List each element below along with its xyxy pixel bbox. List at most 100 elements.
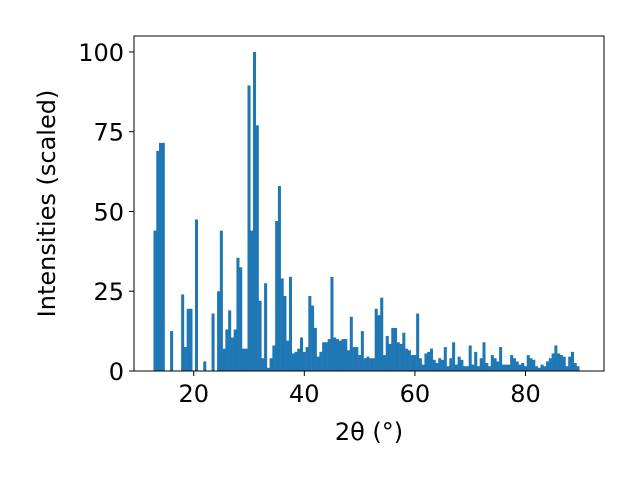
bar	[170, 331, 174, 371]
bar	[510, 355, 514, 371]
bar	[388, 343, 392, 371]
bar	[194, 219, 198, 371]
bar	[463, 366, 467, 371]
bar	[454, 364, 458, 371]
bar	[280, 278, 284, 371]
bar	[311, 305, 315, 371]
bar	[225, 329, 229, 371]
bar	[341, 339, 345, 371]
bar	[305, 347, 309, 371]
bar	[468, 345, 472, 371]
bar	[186, 308, 190, 371]
bar	[360, 331, 364, 371]
bar	[369, 358, 373, 371]
bar	[559, 355, 563, 371]
x-tick-label: 20	[178, 380, 209, 408]
bar	[471, 364, 475, 371]
bar	[554, 345, 558, 371]
bar	[266, 367, 270, 371]
bar	[264, 283, 268, 371]
bar	[476, 366, 480, 371]
x-axis-label: 2θ (°)	[335, 418, 403, 446]
bar	[211, 313, 215, 371]
bar	[496, 361, 500, 371]
bar	[557, 353, 561, 371]
bar	[219, 230, 223, 371]
y-tick-label: 0	[109, 358, 124, 386]
bar	[366, 356, 370, 371]
bar	[230, 337, 234, 371]
bar	[371, 358, 375, 371]
bar	[407, 350, 411, 371]
bar	[363, 358, 367, 371]
bar	[222, 348, 226, 371]
bar	[565, 366, 569, 371]
bar	[352, 347, 356, 371]
bar	[269, 358, 273, 371]
bar	[255, 125, 259, 371]
bar	[250, 230, 254, 371]
bar	[327, 339, 331, 371]
bar	[338, 340, 342, 371]
bar	[551, 353, 555, 371]
bar	[576, 366, 580, 371]
bar	[233, 329, 237, 371]
bar	[570, 351, 574, 371]
bar	[335, 339, 339, 371]
bar	[324, 342, 328, 371]
bar	[382, 355, 386, 371]
bar	[424, 353, 428, 371]
bar	[161, 142, 165, 371]
bar	[217, 291, 221, 371]
bar	[358, 355, 362, 371]
bar	[540, 364, 544, 371]
plot-frame	[133, 35, 605, 372]
bar	[377, 315, 381, 371]
bar	[457, 356, 461, 371]
bar	[501, 364, 505, 371]
bar	[427, 351, 431, 371]
bar	[239, 267, 243, 371]
bar	[286, 340, 290, 371]
bar	[391, 327, 395, 371]
bar	[449, 358, 453, 371]
bar	[275, 221, 279, 371]
bar	[418, 358, 422, 371]
bar	[253, 51, 257, 371]
bar	[203, 361, 207, 371]
bar	[236, 257, 240, 371]
bar	[573, 363, 577, 371]
y-tick-label: 25	[93, 278, 124, 306]
bar	[526, 355, 530, 371]
bar	[413, 355, 417, 371]
bar	[562, 356, 566, 371]
bar	[322, 342, 326, 371]
bar	[446, 366, 450, 371]
bar	[330, 276, 334, 371]
bar	[518, 364, 522, 371]
bar	[297, 348, 301, 371]
bar	[490, 355, 494, 371]
bar	[277, 185, 281, 371]
bar	[349, 316, 353, 371]
bar	[344, 339, 348, 371]
bar	[479, 358, 483, 371]
bar	[399, 343, 403, 371]
bar	[244, 348, 248, 371]
bar	[189, 308, 193, 371]
x-tick-label: 80	[510, 380, 541, 408]
x-tick-label: 40	[289, 380, 320, 408]
bar	[512, 358, 516, 371]
bar	[568, 356, 572, 371]
bar	[153, 230, 157, 371]
bar	[435, 363, 439, 371]
bar	[228, 310, 232, 371]
bar	[261, 358, 265, 371]
bar	[159, 142, 163, 371]
bar	[474, 351, 478, 371]
bar	[402, 332, 406, 371]
bar	[319, 351, 323, 371]
bar	[465, 366, 469, 371]
bar	[316, 356, 320, 371]
bar	[548, 358, 552, 371]
